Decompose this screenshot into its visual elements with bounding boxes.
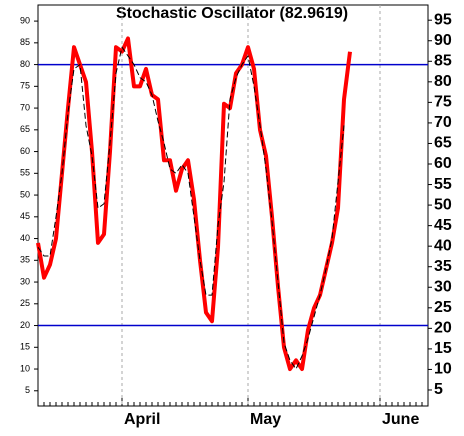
chart-title: Stochastic Oscillator (82.9619) xyxy=(116,5,348,22)
y-tick-label: 25 xyxy=(20,298,30,308)
y2-tick-label: 20 xyxy=(434,320,452,337)
y-tick-label: 30 xyxy=(20,276,30,286)
y-tick-label: 20 xyxy=(20,320,30,330)
x-tick-label: May xyxy=(250,411,281,428)
y2-tick-label: 15 xyxy=(434,340,452,357)
y2-tick-label: 70 xyxy=(434,114,452,131)
y2-tick-label: 55 xyxy=(434,176,452,193)
series-line xyxy=(37,46,345,370)
y2-tick-label: 45 xyxy=(434,217,452,234)
y2-tick-label: 65 xyxy=(434,135,452,152)
y2-tick-label: 75 xyxy=(434,94,452,111)
series-line xyxy=(36,36,352,372)
y-tick-label: 10 xyxy=(20,363,30,373)
y-tick-label: 65 xyxy=(20,124,30,134)
y2-tick-label: 60 xyxy=(434,155,452,172)
y2-tick-label: 25 xyxy=(434,299,452,316)
y-tick-label: 85 xyxy=(20,37,30,47)
y2-tick-label: 95 xyxy=(434,11,452,28)
x-tick-label: April xyxy=(124,411,160,428)
y2-tick-label: 35 xyxy=(434,258,452,275)
y-tick-label: 40 xyxy=(20,233,30,243)
y-tick-label: 60 xyxy=(20,146,30,156)
y2-tick-label: 40 xyxy=(434,237,452,254)
y-tick-label: 35 xyxy=(20,255,30,265)
y2-tick-label: 5 xyxy=(434,381,443,398)
y-tick-label: 50 xyxy=(20,189,30,199)
y-tick-label: 90 xyxy=(20,15,30,25)
plot-frame xyxy=(37,4,429,407)
y-tick-label: 5 xyxy=(25,385,30,395)
y2-tick-label: 90 xyxy=(434,32,452,49)
y-tick-label: 70 xyxy=(20,102,30,112)
x-tick-label: June xyxy=(382,411,419,428)
y2-tick-label: 10 xyxy=(434,361,452,378)
y-tick-label: 80 xyxy=(20,59,30,69)
y2-tick-label: 30 xyxy=(434,278,452,295)
y-tick-label: 15 xyxy=(20,342,30,352)
y-tick-label: 55 xyxy=(20,168,30,178)
y2-tick-label: 85 xyxy=(434,53,452,70)
y-tick-label: 45 xyxy=(20,211,30,221)
y2-tick-label: 80 xyxy=(434,73,452,90)
y2-tick-label: 50 xyxy=(434,196,452,213)
y-tick-label: 75 xyxy=(20,81,30,91)
